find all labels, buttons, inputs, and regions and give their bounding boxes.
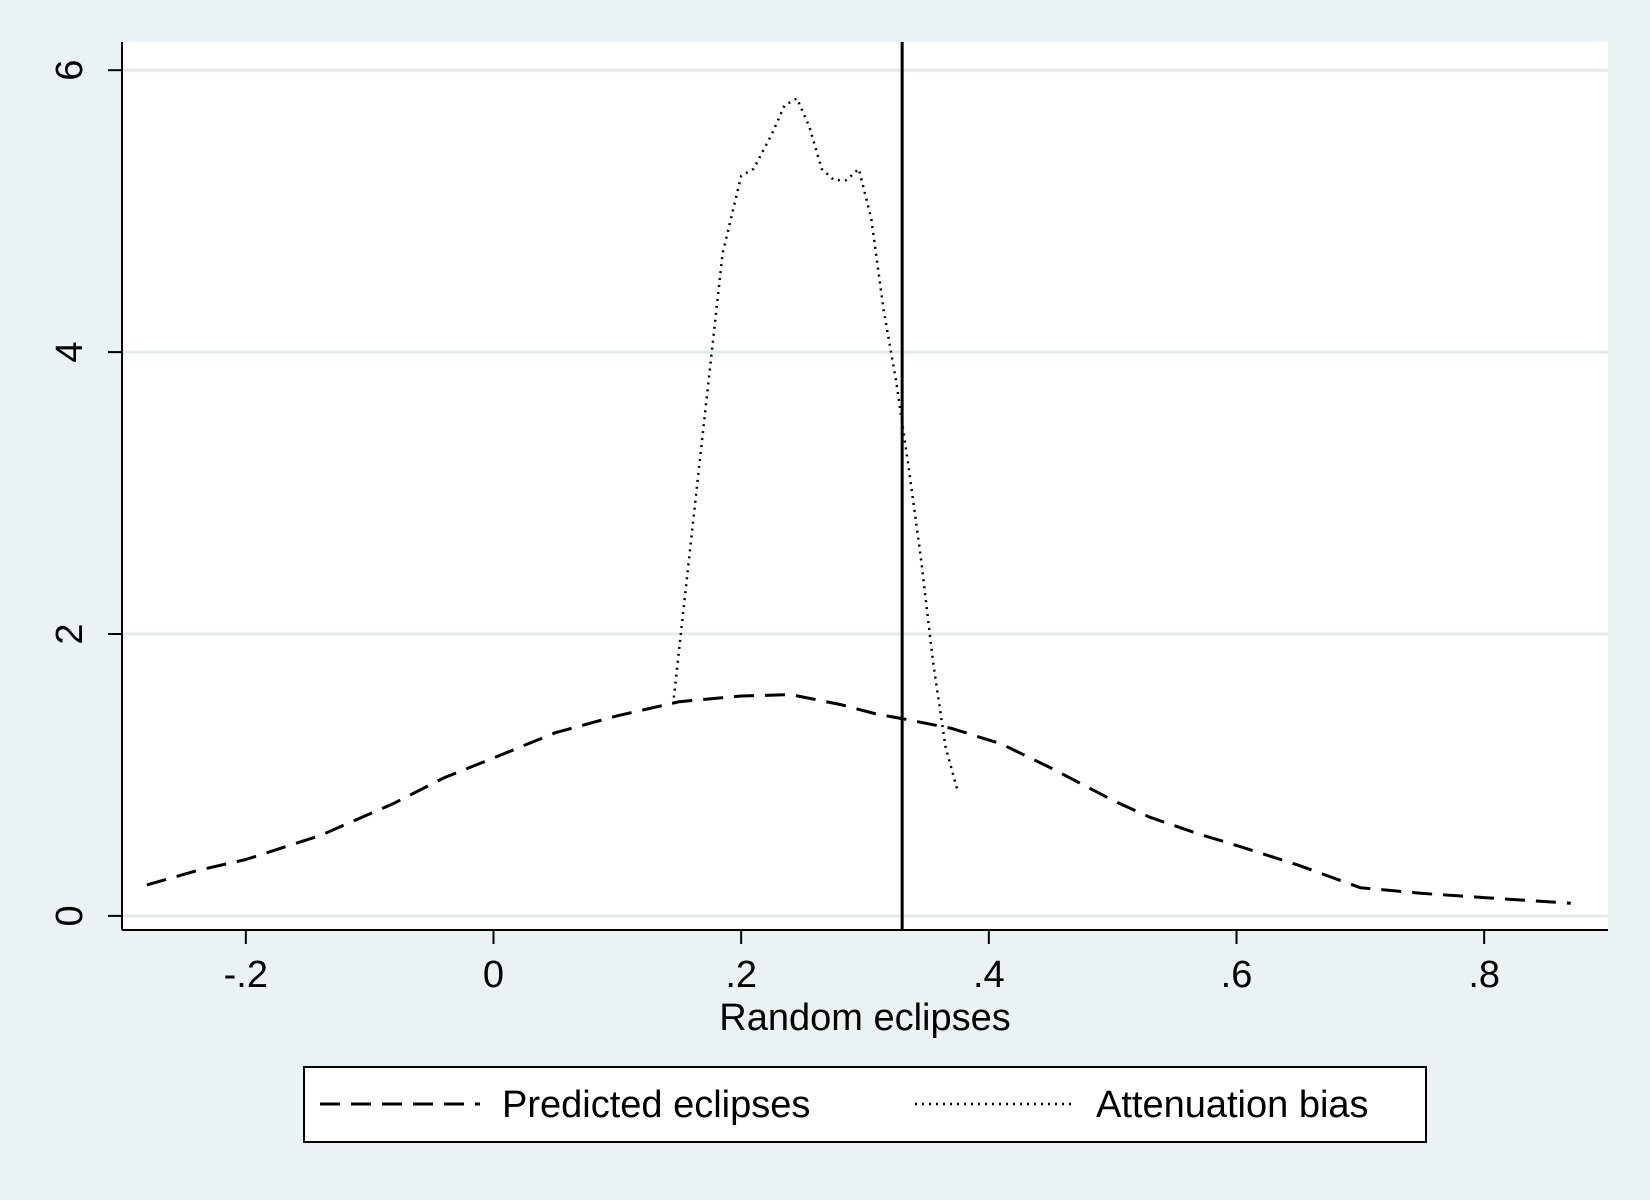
x-ticks: -.2 0 .2 .4 .6 .8 (224, 930, 1500, 996)
series-line-predicted-eclipses (146, 693, 1571, 905)
y-tick-label-1: 2 (49, 623, 91, 644)
y-tick-label-3: 6 (49, 60, 91, 81)
series-layer (146, 97, 1571, 905)
x-tick-label-4: .6 (1221, 954, 1253, 996)
y-ticks: 0 2 4 6 (49, 60, 122, 926)
x-tick-label-1: 0 (483, 954, 504, 996)
legend-box (303, 1066, 1427, 1143)
x-tick-label-5: .8 (1468, 954, 1500, 996)
plot-area (122, 42, 1608, 930)
y-tick-label-2: 4 (49, 342, 91, 363)
legend-label-predicted-eclipses: Predicted eclipses (502, 1084, 810, 1126)
y-tick-label-0: 0 (49, 905, 91, 926)
legend: Predicted eclipses Attenuation bias (303, 1066, 1427, 1143)
grid-lines (122, 68, 1608, 918)
x-tick-label-0: -.2 (224, 954, 268, 996)
x-tick-label-3: .4 (973, 954, 1005, 996)
x-tick-label-2: .2 (725, 954, 757, 996)
x-axis-title: Random eclipses (719, 997, 1010, 1039)
legend-label-attenuation-bias: Attenuation bias (1096, 1084, 1369, 1126)
